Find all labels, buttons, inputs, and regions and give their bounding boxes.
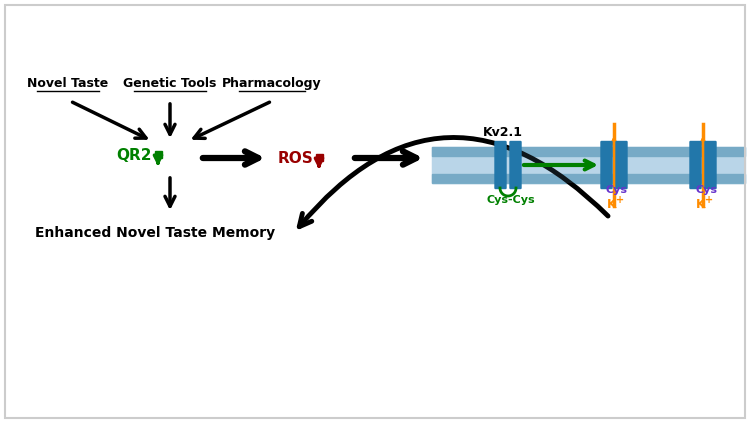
FancyBboxPatch shape: [509, 141, 522, 189]
Text: Pharmacology: Pharmacology: [222, 77, 322, 90]
Text: ROS: ROS: [278, 151, 314, 165]
Bar: [432, 174, 745, 183]
Text: Novel Taste: Novel Taste: [27, 77, 109, 90]
Text: Kv2.1: Kv2.1: [483, 126, 523, 139]
Text: Cys: Cys: [606, 185, 628, 195]
FancyBboxPatch shape: [494, 141, 507, 189]
Text: +: +: [705, 195, 713, 205]
Text: K: K: [696, 198, 706, 211]
FancyBboxPatch shape: [704, 141, 717, 189]
FancyBboxPatch shape: [600, 141, 613, 189]
Bar: [432, 147, 745, 156]
Bar: [155, 151, 162, 158]
FancyBboxPatch shape: [689, 141, 702, 189]
FancyBboxPatch shape: [615, 141, 628, 189]
Bar: [316, 154, 323, 161]
Text: K: K: [608, 198, 616, 211]
Text: Cys-Cys: Cys-Cys: [487, 195, 536, 205]
Text: QR2: QR2: [116, 148, 152, 162]
Text: Enhanced Novel Taste Memory: Enhanced Novel Taste Memory: [35, 226, 275, 240]
Text: Cys: Cys: [695, 185, 717, 195]
Bar: [432, 147, 745, 183]
Text: +: +: [616, 195, 624, 205]
Text: Genetic Tools: Genetic Tools: [123, 77, 217, 90]
